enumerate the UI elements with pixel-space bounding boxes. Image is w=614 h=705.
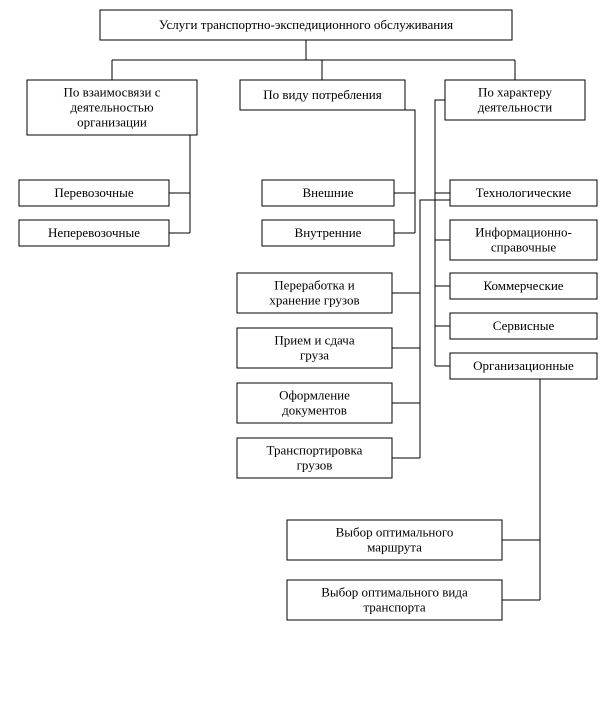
node-label: Оформление (279, 387, 350, 402)
node-c3d: Сервисные (450, 313, 597, 339)
node-label: Выбор оптимального вида (321, 584, 468, 599)
node-label: Прием и сдача (274, 332, 354, 347)
node-cat1: По взаимосвязи сдеятельностьюорганизации (27, 80, 197, 135)
node-t1: Переработка ихранение грузов (237, 273, 392, 313)
node-label: деятельности (478, 99, 552, 114)
node-label: По характеру (478, 84, 552, 99)
node-label: организации (77, 114, 147, 129)
node-root: Услуги транспортно-экспедиционного обслу… (100, 10, 512, 40)
node-t2: Прием и сдачагруза (237, 328, 392, 368)
node-label: Внешние (302, 185, 353, 200)
node-label: Перевозочные (54, 185, 133, 200)
node-label: По виду потребления (263, 87, 381, 102)
node-label: Технологические (476, 185, 572, 200)
node-label: маршрута (367, 539, 422, 554)
node-label: Выбор оптимального (336, 524, 454, 539)
node-label: Услуги транспортно-экспедиционного обслу… (159, 17, 453, 32)
node-label: груза (300, 347, 329, 362)
node-label: Информационно- (475, 224, 572, 239)
edge (405, 110, 415, 233)
node-c2b: Внутренние (262, 220, 394, 246)
node-label: Сервисные (493, 318, 555, 333)
node-label: грузов (297, 457, 333, 472)
node-c3e: Организационные (450, 353, 597, 379)
node-label: Неперевозочные (48, 225, 140, 240)
node-o1: Выбор оптимальногомаршрута (287, 520, 502, 560)
node-label: документов (282, 402, 347, 417)
node-label: Транспортировка (267, 442, 363, 457)
diagram-canvas: Услуги транспортно-экспедиционного обслу… (0, 0, 614, 705)
node-c3a: Технологические (450, 180, 597, 206)
node-label: справочные (491, 239, 556, 254)
node-label: транспорта (363, 599, 425, 614)
node-label: По взаимосвязи с (63, 84, 160, 99)
node-o2: Выбор оптимального видатранспорта (287, 580, 502, 620)
node-cat2: По виду потребления (240, 80, 405, 110)
node-t4: Транспортировкагрузов (237, 438, 392, 478)
node-label: Внутренние (295, 225, 362, 240)
node-c1b: Неперевозочные (19, 220, 169, 246)
node-c1a: Перевозочные (19, 180, 169, 206)
node-label: хранение грузов (269, 292, 359, 307)
node-label: деятельностью (70, 99, 153, 114)
node-label: Переработка и (274, 277, 354, 292)
node-c3c: Коммерческие (450, 273, 597, 299)
node-cat3: По характерудеятельности (445, 80, 585, 120)
node-label: Коммерческие (483, 278, 563, 293)
node-label: Организационные (473, 358, 574, 373)
node-t3: Оформлениедокументов (237, 383, 392, 423)
node-c2a: Внешние (262, 180, 394, 206)
node-c3b: Информационно-справочные (450, 220, 597, 260)
